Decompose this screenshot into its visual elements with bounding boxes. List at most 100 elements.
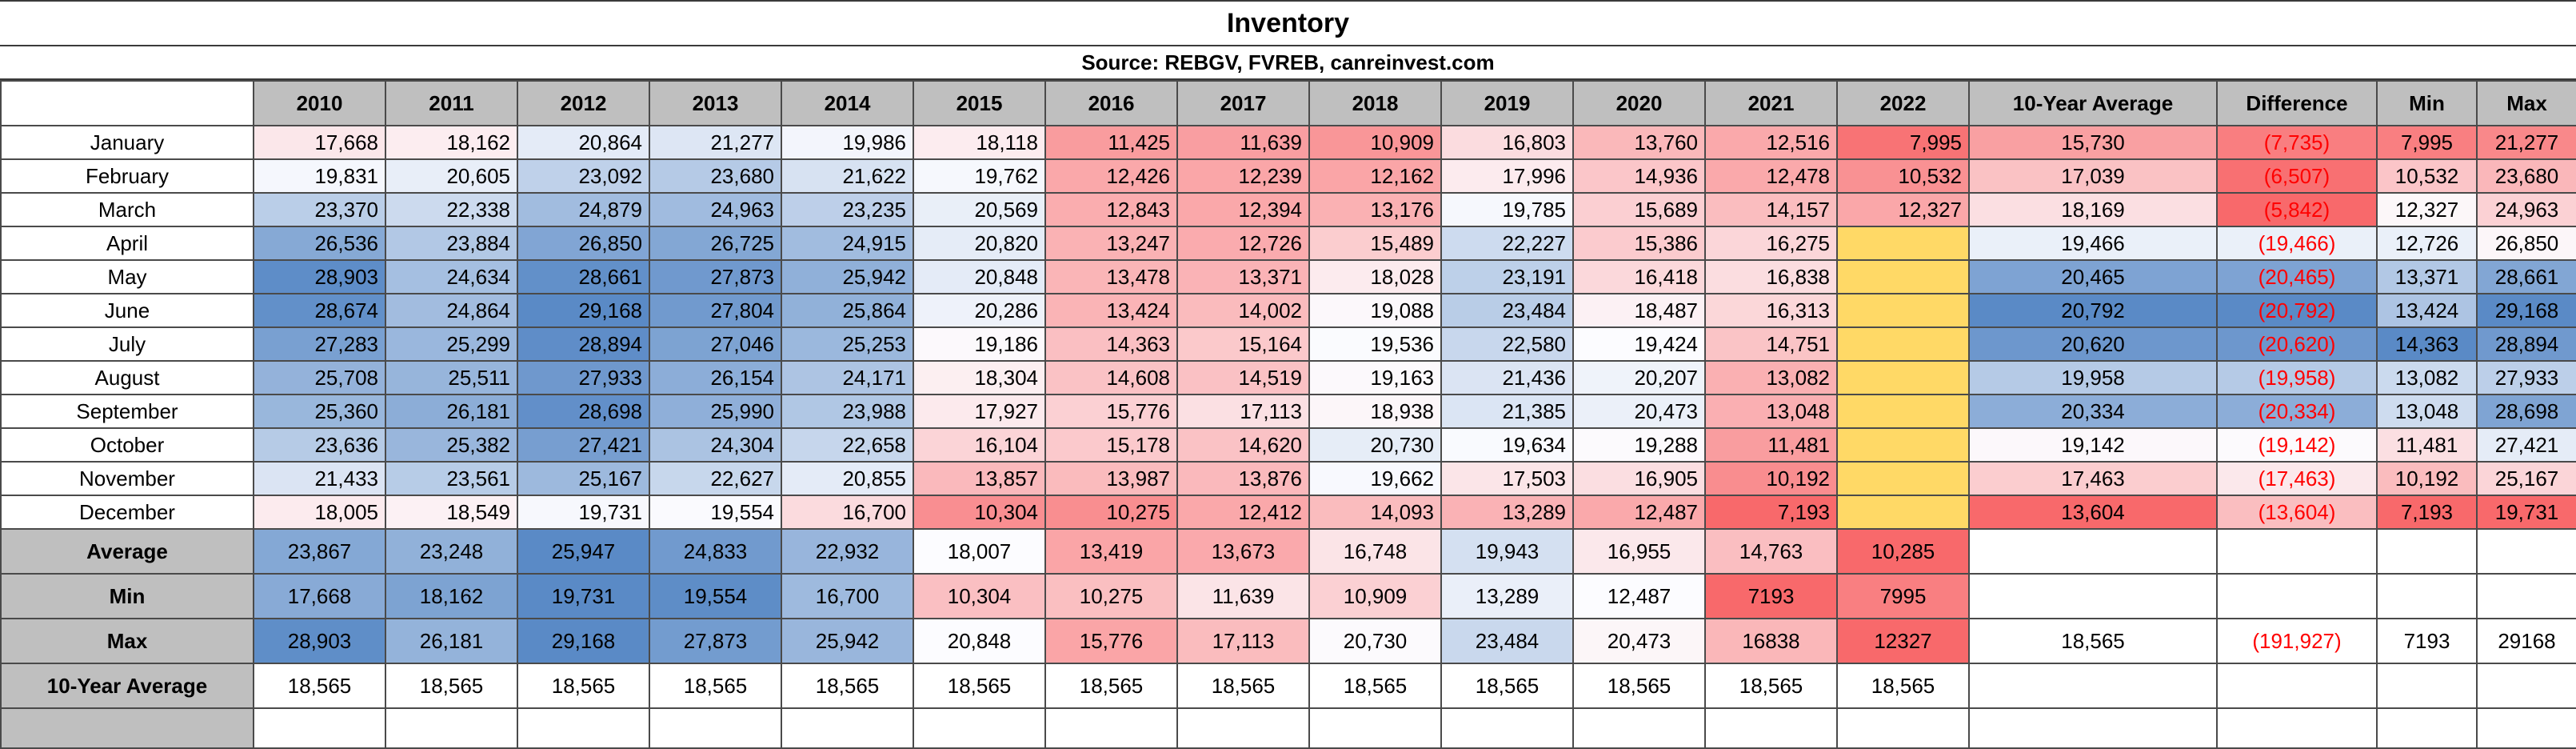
difference-cell[interactable]: (20,334) <box>2216 394 2378 429</box>
inventory-cell[interactable]: 24,634 <box>385 259 518 294</box>
summary-cell[interactable]: 18,565 <box>1572 663 1706 709</box>
inventory-cell[interactable]: 19,634 <box>1440 427 1574 463</box>
summary-cell[interactable]: 16,700 <box>781 573 914 619</box>
inventory-cell[interactable]: 21,277 <box>649 125 782 160</box>
summary-min-cell[interactable] <box>2376 528 2478 575</box>
ten-year-average-cell[interactable]: 17,463 <box>1968 461 2218 496</box>
column-header[interactable]: Max <box>2476 80 2576 126</box>
summary-cell[interactable]: 18,565 <box>1308 663 1442 709</box>
inventory-cell[interactable]: 19,986 <box>781 125 914 160</box>
inventory-cell[interactable]: 15,489 <box>1308 226 1442 261</box>
ten-year-average-cell[interactable]: 20,334 <box>1968 394 2218 429</box>
summary-cell[interactable]: 18,565 <box>1704 663 1838 709</box>
summary-cell[interactable]: 18,565 <box>385 663 518 709</box>
inventory-cell[interactable]: 19,186 <box>913 326 1046 362</box>
ten-year-average-cell[interactable]: 19,958 <box>1968 360 2218 395</box>
inventory-cell[interactable]: 26,181 <box>385 394 518 429</box>
month-label[interactable]: October <box>0 427 254 463</box>
column-header[interactable]: Difference <box>2216 80 2378 126</box>
inventory-cell[interactable]: 21,433 <box>253 461 386 496</box>
inventory-cell[interactable]: 14,751 <box>1704 326 1838 362</box>
inventory-cell[interactable]: 23,988 <box>781 394 914 429</box>
inventory-cell[interactable]: 16,418 <box>1572 259 1706 294</box>
inventory-cell[interactable]: 27,873 <box>649 259 782 294</box>
summary-cell[interactable]: 10,275 <box>1044 573 1178 619</box>
inventory-cell[interactable]: 10,192 <box>1704 461 1838 496</box>
summary-cell[interactable]: 10,285 <box>1836 528 1970 575</box>
max-cell[interactable]: 28,894 <box>2476 326 2576 362</box>
inventory-cell[interactable]: 16,313 <box>1704 293 1838 328</box>
inventory-cell[interactable]: 13,857 <box>913 461 1046 496</box>
inventory-cell[interactable]: 15,689 <box>1572 192 1706 227</box>
summary-cell[interactable]: 18,565 <box>1836 663 1970 709</box>
summary-cell[interactable]: 7193 <box>1704 573 1838 619</box>
inventory-cell[interactable]: 12,516 <box>1704 125 1838 160</box>
inventory-cell[interactable]: 27,046 <box>649 326 782 362</box>
inventory-cell[interactable]: 19,831 <box>253 158 386 194</box>
inventory-cell[interactable]: 24,864 <box>385 293 518 328</box>
min-cell[interactable]: 10,532 <box>2376 158 2478 194</box>
empty-cell[interactable] <box>2476 707 2576 749</box>
inventory-cell[interactable]: 7,995 <box>1836 125 1970 160</box>
summary-cell[interactable]: 24,833 <box>649 528 782 575</box>
summary-difference-cell[interactable] <box>2216 573 2378 619</box>
inventory-cell[interactable]: 20,569 <box>913 192 1046 227</box>
max-cell[interactable]: 27,933 <box>2476 360 2576 395</box>
max-cell[interactable]: 19,731 <box>2476 495 2576 530</box>
inventory-cell[interactable]: 20,207 <box>1572 360 1706 395</box>
inventory-cell[interactable]: 22,627 <box>649 461 782 496</box>
ten-year-average-cell[interactable]: 15,730 <box>1968 125 2218 160</box>
inventory-cell[interactable] <box>1836 360 1970 395</box>
inventory-cell[interactable]: 12,726 <box>1176 226 1310 261</box>
column-header[interactable]: 2016 <box>1044 80 1178 126</box>
summary-cell[interactable]: 13,673 <box>1176 528 1310 575</box>
column-header[interactable]: 2017 <box>1176 80 1310 126</box>
inventory-cell[interactable]: 21,385 <box>1440 394 1574 429</box>
summary-cell[interactable]: 18,565 <box>649 663 782 709</box>
summary-cell[interactable]: 18,565 <box>781 663 914 709</box>
difference-cell[interactable]: (19,466) <box>2216 226 2378 261</box>
summary-label[interactable]: Max <box>0 618 254 664</box>
summary-cell[interactable]: 20,730 <box>1308 618 1442 664</box>
summary-cell[interactable]: 26,181 <box>385 618 518 664</box>
column-header[interactable]: 2018 <box>1308 80 1442 126</box>
month-label[interactable]: May <box>0 259 254 294</box>
inventory-cell[interactable]: 12,412 <box>1176 495 1310 530</box>
inventory-cell[interactable] <box>1836 461 1970 496</box>
empty-cell[interactable] <box>1836 707 1970 749</box>
inventory-cell[interactable]: 17,503 <box>1440 461 1574 496</box>
summary-max-cell[interactable]: 29168 <box>2476 618 2576 664</box>
inventory-cell[interactable]: 20,473 <box>1572 394 1706 429</box>
inventory-cell[interactable]: 12,843 <box>1044 192 1178 227</box>
inventory-cell[interactable]: 20,730 <box>1308 427 1442 463</box>
summary-cell[interactable]: 11,639 <box>1176 573 1310 619</box>
summary-cell[interactable]: 10,909 <box>1308 573 1442 619</box>
min-cell[interactable]: 13,424 <box>2376 293 2478 328</box>
inventory-cell[interactable]: 14,157 <box>1704 192 1838 227</box>
inventory-cell[interactable]: 18,118 <box>913 125 1046 160</box>
inventory-cell[interactable]: 25,708 <box>253 360 386 395</box>
inventory-cell[interactable]: 17,113 <box>1176 394 1310 429</box>
inventory-cell[interactable]: 12,162 <box>1308 158 1442 194</box>
inventory-cell[interactable]: 18,028 <box>1308 259 1442 294</box>
inventory-cell[interactable]: 13,247 <box>1044 226 1178 261</box>
ten-year-average-cell[interactable]: 20,792 <box>1968 293 2218 328</box>
max-cell[interactable]: 25,167 <box>2476 461 2576 496</box>
min-cell[interactable]: 13,082 <box>2376 360 2478 395</box>
inventory-cell[interactable]: 24,963 <box>649 192 782 227</box>
difference-cell[interactable]: (20,465) <box>2216 259 2378 294</box>
inventory-cell[interactable]: 29,168 <box>517 293 650 328</box>
inventory-cell[interactable]: 25,864 <box>781 293 914 328</box>
summary-cell[interactable]: 18,565 <box>1176 663 1310 709</box>
inventory-cell[interactable]: 11,639 <box>1176 125 1310 160</box>
inventory-cell[interactable]: 19,554 <box>649 495 782 530</box>
min-cell[interactable]: 12,327 <box>2376 192 2478 227</box>
inventory-cell[interactable]: 27,933 <box>517 360 650 395</box>
inventory-cell[interactable]: 17,927 <box>913 394 1046 429</box>
inventory-cell[interactable]: 28,698 <box>517 394 650 429</box>
inventory-cell[interactable] <box>1836 259 1970 294</box>
summary-label[interactable]: Min <box>0 573 254 619</box>
empty-cell[interactable] <box>1308 707 1442 749</box>
inventory-cell[interactable]: 19,662 <box>1308 461 1442 496</box>
difference-cell[interactable]: (20,620) <box>2216 326 2378 362</box>
